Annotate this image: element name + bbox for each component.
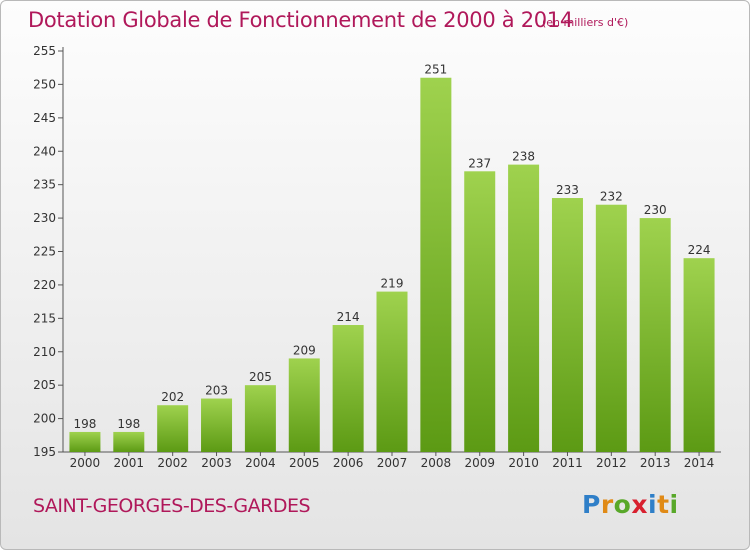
y-tick-label: 215	[33, 311, 56, 325]
bar	[595, 204, 627, 452]
chart-subtitle: (en milliers d'€)	[542, 16, 629, 29]
bar-value-label: 219	[381, 277, 404, 291]
logo-letter: x	[631, 490, 648, 519]
bar	[244, 385, 276, 452]
y-tick-label: 205	[33, 378, 56, 392]
bar	[201, 398, 233, 452]
x-tick-label: 2002	[157, 456, 188, 470]
y-tick-label: 235	[33, 178, 56, 192]
bar-value-label: 224	[688, 243, 711, 257]
logo-letter: i	[648, 490, 658, 519]
y-tick-label: 250	[33, 77, 56, 91]
bar-value-label: 202	[161, 390, 184, 404]
bar	[683, 258, 715, 452]
bar-value-label: 237	[468, 156, 491, 170]
x-tick-label: 2005	[289, 456, 320, 470]
x-tick-label: 2003	[201, 456, 232, 470]
bar	[551, 198, 583, 452]
logo-letter: o	[613, 490, 632, 519]
x-tick-label: 2004	[245, 456, 276, 470]
x-tick-label: 2011	[552, 456, 583, 470]
bar	[464, 171, 496, 453]
bar-value-label: 214	[337, 310, 360, 324]
logo-letter: P	[582, 490, 601, 519]
x-tick-label: 2010	[508, 456, 539, 470]
bar	[157, 405, 189, 452]
bar-value-label: 238	[512, 150, 535, 164]
bar	[69, 431, 101, 452]
y-tick-label: 255	[33, 44, 56, 58]
commune-name: SAINT-GEORGES-DES-GARDES	[33, 495, 311, 517]
bar	[420, 77, 452, 452]
x-tick-label: 2008	[421, 456, 452, 470]
y-tick-label: 220	[33, 278, 56, 292]
bar-value-label: 233	[556, 183, 579, 197]
bar	[508, 164, 540, 452]
bar	[376, 291, 408, 452]
bar-value-label: 251	[424, 63, 447, 77]
bar	[639, 218, 671, 452]
bar-value-label: 232	[600, 190, 623, 204]
x-tick-label: 2012	[596, 456, 627, 470]
bar-value-label: 203	[205, 384, 228, 398]
y-tick-label: 225	[33, 245, 56, 259]
y-tick-label: 245	[33, 111, 56, 125]
y-tick-label: 230	[33, 211, 56, 225]
logo-letter: i	[669, 490, 679, 519]
x-tick-label: 2006	[333, 456, 364, 470]
y-tick-label: 210	[33, 345, 56, 359]
bar-value-label: 198	[73, 417, 96, 431]
x-tick-label: 2007	[377, 456, 408, 470]
bar	[113, 431, 145, 452]
bar-value-label: 198	[117, 417, 140, 431]
logo-letter: t	[657, 490, 670, 519]
y-tick-label: 240	[33, 144, 56, 158]
x-tick-label: 2013	[640, 456, 671, 470]
x-tick-label: 2009	[464, 456, 495, 470]
x-tick-label: 2014	[684, 456, 715, 470]
y-tick-label: 200	[33, 412, 56, 426]
bar-value-label: 209	[293, 343, 316, 357]
bar-value-label: 230	[644, 203, 667, 217]
bar	[288, 358, 320, 452]
bar	[332, 325, 364, 452]
x-tick-label: 2000	[70, 456, 101, 470]
chart-title: Dotation Globale de Fonctionnement de 20…	[28, 8, 573, 32]
y-tick-label: 195	[33, 445, 56, 459]
x-tick-label: 2001	[114, 456, 145, 470]
logo-letter: r	[600, 490, 614, 519]
bar-value-label: 205	[249, 370, 272, 384]
proxiti-logo[interactable]: Proxiti	[582, 490, 679, 519]
